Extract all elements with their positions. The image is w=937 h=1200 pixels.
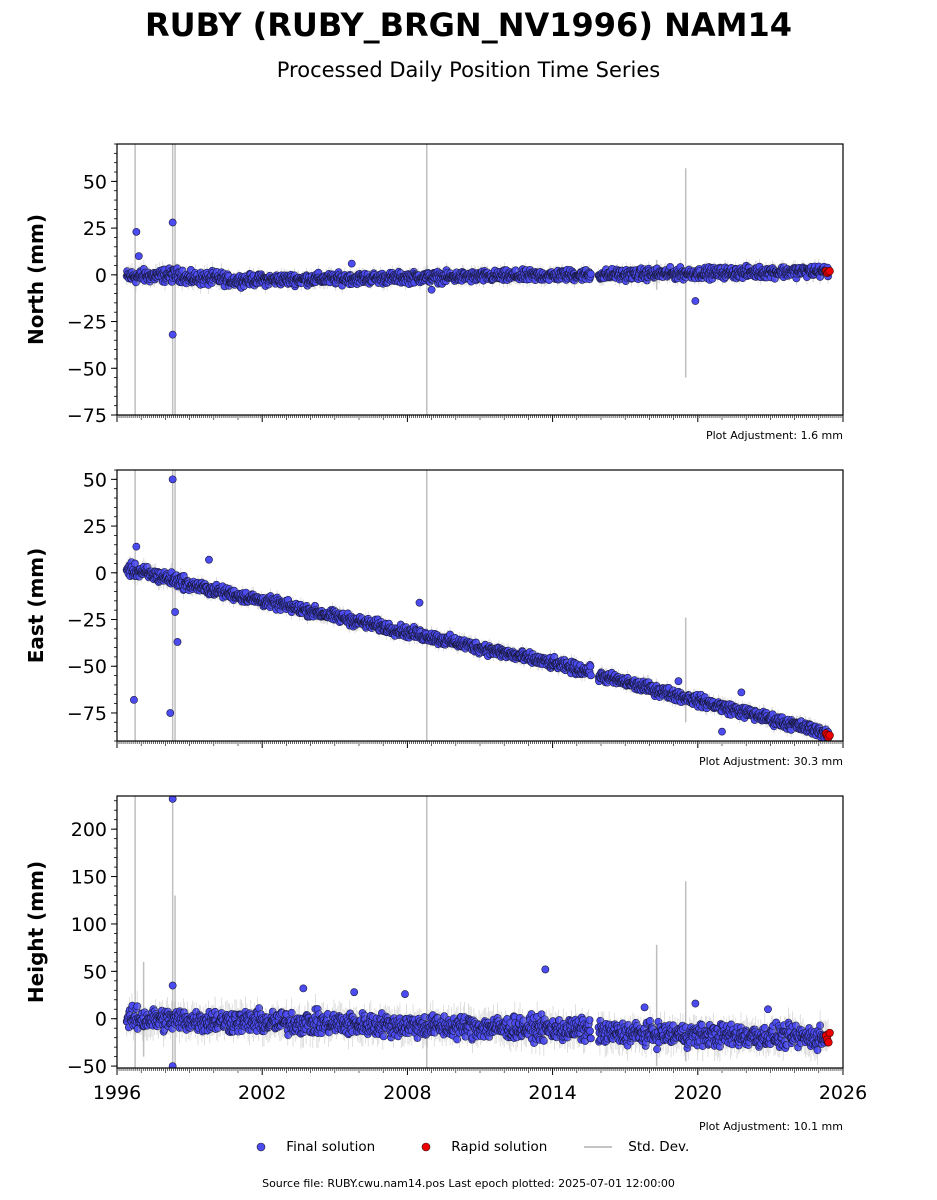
y-tick-label: −50 [67, 358, 107, 380]
y-tick-label: 50 [83, 171, 107, 193]
final-point [586, 270, 595, 278]
rapid-point [825, 266, 834, 276]
final-point [586, 662, 595, 671]
panel-1-marks [122, 470, 834, 741]
y-tick-label: −75 [67, 703, 107, 725]
final-point [134, 252, 143, 261]
y-axis-label: North (mm) [24, 214, 48, 345]
y-tick-label: 0 [95, 563, 107, 585]
final-point [168, 475, 177, 484]
final-point [166, 709, 175, 717]
y-tick-label: −25 [67, 610, 107, 632]
plot-adjustment-label: Plot Adjustment: 1.6 mm [706, 429, 843, 442]
final-point [132, 227, 141, 236]
final-point [168, 330, 177, 339]
final-point [347, 259, 356, 268]
final-point [168, 218, 177, 227]
y-tick-label: −75 [67, 405, 107, 427]
final-point [132, 542, 141, 551]
panel-0-marks [122, 144, 834, 415]
panel-frame [116, 469, 844, 742]
final-point [586, 671, 595, 680]
chart-subtitle: Processed Daily Position Time Series [276, 58, 661, 82]
y-tick-label: −50 [67, 656, 107, 678]
chart-title: RUBY (RUBY_BRGN_NV1996) NAM14 [144, 6, 792, 44]
final-point [691, 297, 700, 305]
final-point [427, 285, 436, 294]
y-tick-label: 50 [83, 469, 107, 491]
final-point [674, 677, 683, 686]
final-point [173, 638, 182, 646]
y-tick-label: 25 [83, 218, 107, 240]
y-tick-label: 0 [95, 265, 107, 287]
final-point [130, 695, 138, 704]
y-tick-label: 25 [83, 516, 107, 538]
rapid-point [825, 731, 834, 740]
final-point [171, 608, 179, 616]
y-tick-label: −25 [67, 312, 107, 334]
final-point [415, 598, 424, 607]
final-point [737, 688, 746, 697]
panel-0: 50 25 0 −25 −50 −75 North (mm) Plot Adjustment:… [24, 143, 844, 442]
final-point [205, 555, 213, 564]
final-point [718, 727, 726, 736]
